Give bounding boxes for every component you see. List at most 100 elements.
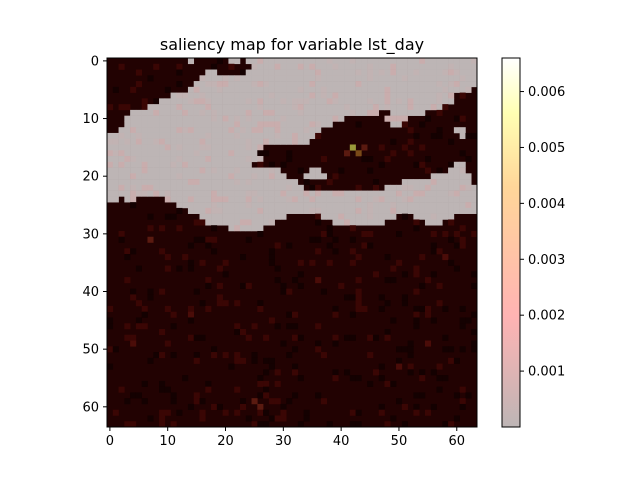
heatmap-cell [211,225,218,232]
heatmap-cell [263,357,270,364]
heatmap-cell [268,75,275,82]
heatmap-cell [303,132,310,140]
heatmap-cell [378,409,385,416]
heatmap-cell [448,69,455,76]
heatmap-cell [205,380,212,387]
heatmap-cell [344,207,351,214]
heatmap-cell [372,207,380,214]
heatmap-cell [274,380,281,387]
heatmap-cell [338,109,345,116]
heatmap-cell [396,207,403,214]
heatmap-cell [257,196,264,203]
heatmap-cell [239,179,247,186]
heatmap-cell [372,75,380,82]
heatmap-cell [292,184,299,191]
heatmap-cell [130,115,137,122]
heatmap-cell [303,409,310,416]
heatmap-cell [361,202,368,209]
heatmap-cell [309,75,316,82]
heatmap-cell [407,69,414,76]
heatmap-cell [124,184,131,191]
heatmap-cell [436,92,443,99]
heatmap-cell [413,98,420,105]
heatmap-cell [297,421,304,428]
heatmap-cell [297,92,304,99]
heatmap-cell [320,69,327,76]
heatmap-cell [118,150,125,157]
heatmap-cell [234,81,241,88]
heatmap-cell [239,398,247,405]
heatmap-cell [164,127,171,134]
heatmap-cell [309,196,316,203]
heatmap-cell [193,196,200,203]
heatmap-cell [407,184,414,191]
heatmap-cell [413,179,420,186]
heatmap-cell [361,69,368,76]
heatmap-cell [257,300,264,307]
heatmap-cell [453,161,460,168]
heatmap-cell [390,196,397,203]
heatmap-cell [448,75,455,82]
heatmap-cell [378,190,385,197]
heatmap-cell [355,86,362,93]
heatmap-cell [187,403,195,411]
heatmap-cell [378,104,385,111]
heatmap-cell [396,109,403,116]
heatmap-cell [211,236,218,243]
heatmap-cell [430,207,437,214]
heatmap-cell [378,213,385,220]
heatmap-cell [286,132,293,140]
heatmap-cell [320,352,327,359]
heatmap-cell [367,69,374,76]
heatmap-cell [309,86,316,93]
heatmap-cell [297,184,304,191]
heatmap-cell [159,328,166,336]
heatmap-cell [332,81,339,88]
heatmap-cell [216,294,223,301]
heatmap-cell [124,398,131,405]
y-tick-label: 20 [82,170,99,185]
heatmap-cell [413,317,420,324]
heatmap-cell [141,150,148,157]
heatmap-cell [349,213,356,220]
heatmap-cell [107,305,114,312]
heatmap-cell [245,115,252,122]
heatmap-cell [448,138,455,145]
heatmap-cell [459,196,466,203]
heatmap-cell [170,190,177,197]
heatmap-cell [315,184,322,191]
heatmap-cell [222,86,229,93]
heatmap-cell [216,115,223,122]
heatmap-cell [292,86,299,93]
heatmap-cell [424,92,432,99]
heatmap-cell [245,69,252,76]
heatmap-cell [465,392,472,399]
heatmap-cell [303,173,310,180]
heatmap-cell [205,202,212,209]
heatmap-cell [344,196,351,203]
y-tick-label: 10 [82,112,99,127]
heatmap-cell [459,127,466,134]
heatmap-cell [187,127,195,134]
heatmap-cell [292,81,299,88]
heatmap-cell [442,190,449,197]
heatmap-cell [176,409,183,416]
heatmap-cell [344,104,351,111]
heatmap-cell [349,311,356,318]
heatmap-cell [326,207,333,214]
heatmap-cell [448,207,455,214]
heatmap-cell [315,323,322,330]
heatmap-cell [130,167,137,174]
heatmap-cell [332,190,339,197]
heatmap-cell [436,132,443,140]
x-tick-label: 10 [159,434,176,449]
heatmap-cell [216,81,223,88]
heatmap-cell [130,127,137,134]
heatmap-cell [361,242,368,249]
heatmap-cell [297,375,304,382]
heatmap-cell [424,277,432,284]
heatmap-cell [234,58,241,65]
heatmap-cell [199,300,206,307]
heatmap-cell [130,179,137,186]
y-tick-label: 50 [82,343,99,358]
